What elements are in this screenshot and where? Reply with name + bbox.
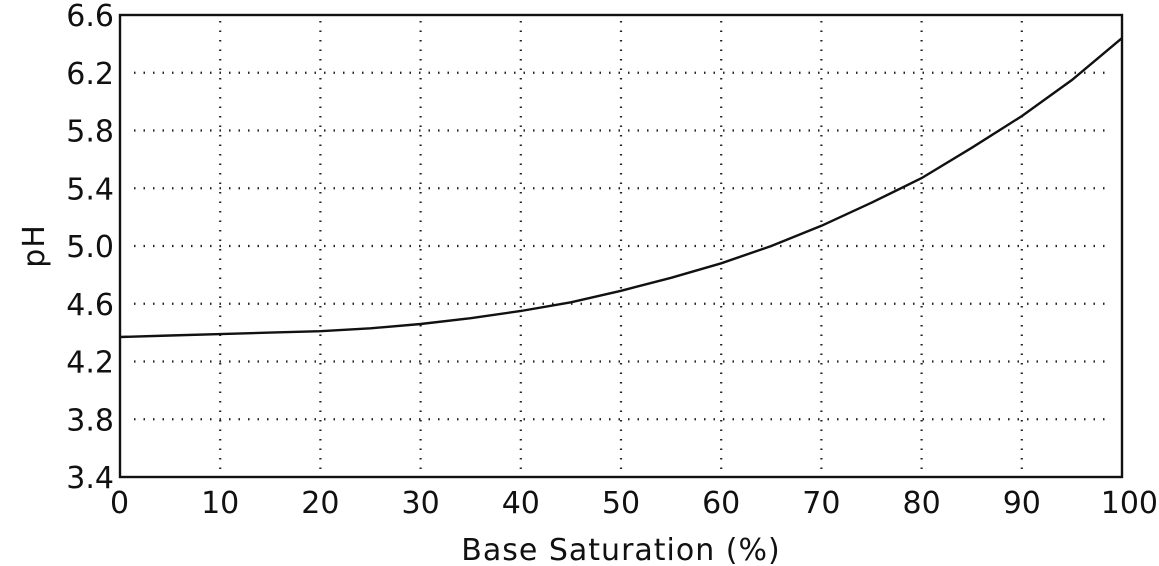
x-tick-label: 20 [301,486,339,521]
y-tick-label: 5.0 [66,230,114,265]
x-axis-label: Base Saturation (%) [461,533,780,566]
y-tick-label: 3.4 [66,461,114,496]
x-tick-label: 0 [110,486,129,521]
x-tick-label: 60 [702,486,740,521]
y-tick-label: 5.8 [66,115,114,150]
x-tick-label: 40 [502,486,540,521]
y-tick-label: 6.2 [66,57,114,92]
y-axis-label: pH [17,224,52,268]
y-tick-label: 6.6 [66,0,114,34]
plot-frame [118,13,1124,479]
grid-lines [134,21,1110,473]
y-tick-label: 3.8 [66,403,114,438]
ph-curve [119,37,1123,339]
x-tick-label: 70 [802,486,840,521]
x-tick-label: 30 [402,486,440,521]
x-tick-label: 90 [1003,486,1041,521]
y-tick-label: 4.6 [66,288,114,323]
y-tick-label: 4.2 [66,346,114,381]
y-tick-labels: 3.4 3.8 4.2 4.6 5.0 5.4 5.8 6.2 6.6 [66,0,114,496]
x-tick-label: 80 [903,486,941,521]
x-tick-labels: 0 10 20 30 40 50 60 70 80 90 100 [110,486,1158,521]
x-tick-label: 100 [1101,486,1158,521]
y-tick-label: 5.4 [66,172,114,207]
x-tick-label: 50 [602,486,640,521]
x-tick-label: 10 [201,486,239,521]
